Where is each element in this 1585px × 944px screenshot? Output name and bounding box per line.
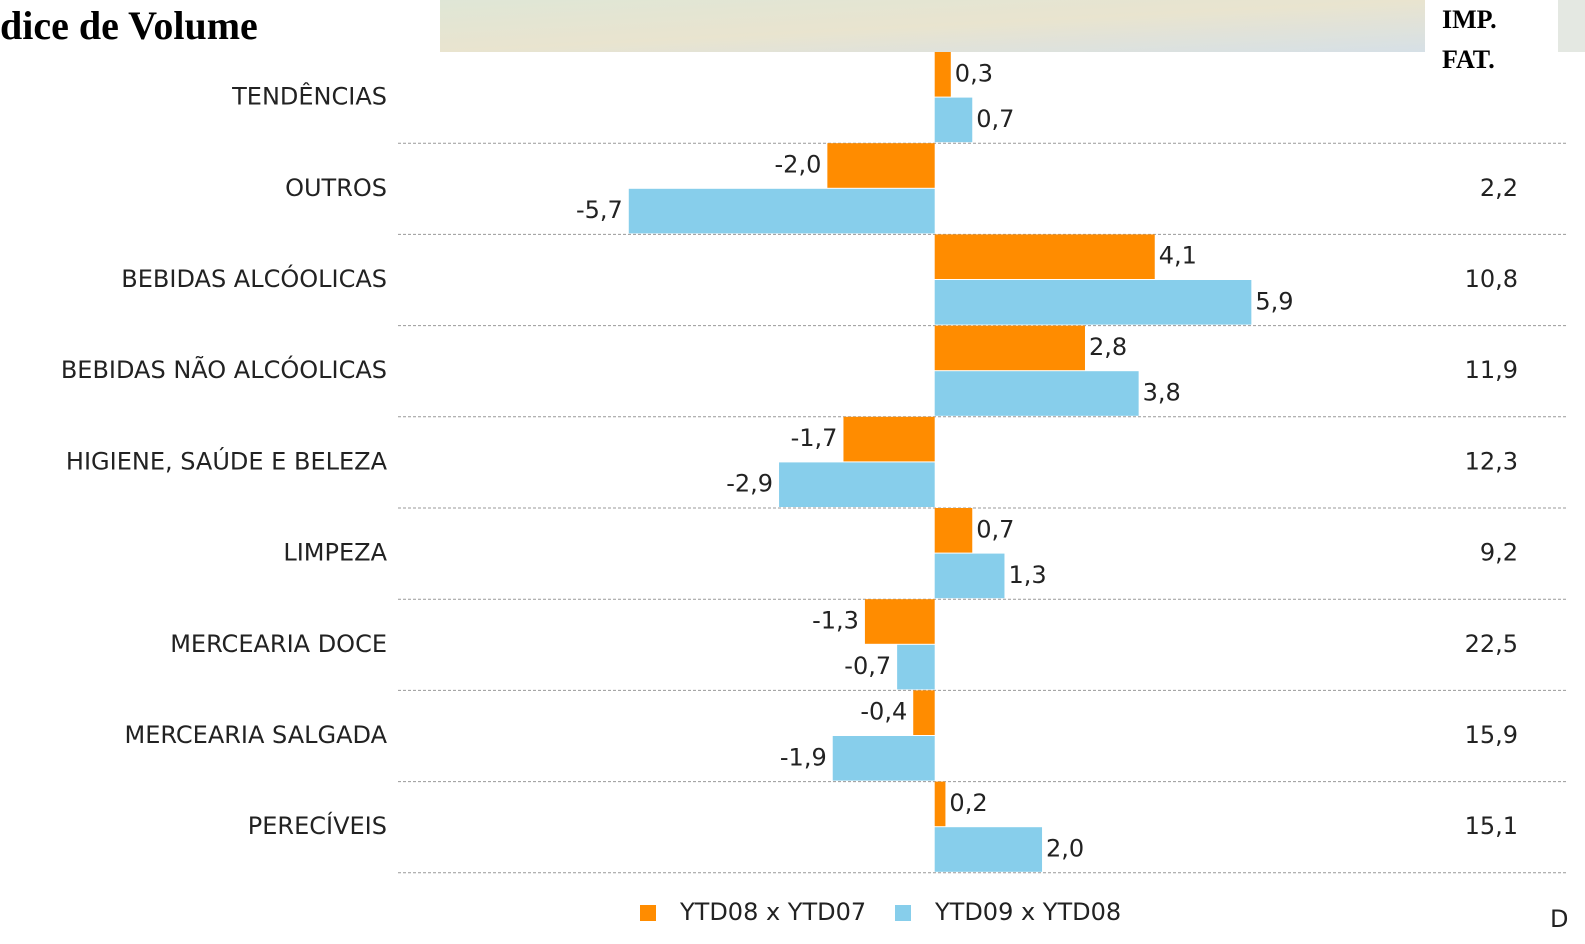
value-label: 0,2 <box>949 789 987 817</box>
bar <box>935 827 1042 872</box>
side-value: 2,2 <box>1480 174 1518 202</box>
bar <box>935 371 1139 416</box>
value-label: -2,0 <box>775 151 822 179</box>
column-header: IMP. <box>1442 5 1497 34</box>
legend-label: YTD09 x YTD08 <box>934 898 1121 926</box>
side-value: 22,5 <box>1465 630 1518 658</box>
legend-swatch <box>640 905 656 921</box>
category-label: OUTROS <box>285 174 387 202</box>
side-value: 15,1 <box>1465 812 1518 840</box>
annotation: D <box>1550 905 1568 933</box>
bar <box>913 690 934 735</box>
legend-swatch <box>895 905 911 921</box>
background-image <box>1558 0 1585 52</box>
bar <box>935 508 973 553</box>
category-label: PERECÍVEIS <box>248 811 387 840</box>
page: dice de Volume IMP. FAT. D TENDÊNCIAS 0,3… <box>0 0 1585 944</box>
chart: dice de Volume IMP. FAT. D TENDÊNCIAS 0,3… <box>0 0 1585 944</box>
side-value: 10,8 <box>1465 265 1518 293</box>
value-label: -5,7 <box>576 196 623 224</box>
column-header: FAT. <box>1442 45 1495 74</box>
bar <box>779 462 935 507</box>
side-value: 12,3 <box>1465 447 1518 475</box>
legend-label: YTD08 x YTD07 <box>679 898 866 926</box>
bar <box>843 417 934 462</box>
bar <box>827 143 934 188</box>
background-image <box>440 0 1425 52</box>
category-label: LIMPEZA <box>283 539 387 567</box>
value-label: 0,3 <box>955 59 993 87</box>
bar <box>935 554 1005 599</box>
category-label: TENDÊNCIAS <box>231 82 387 111</box>
side-value: 15,9 <box>1465 721 1518 749</box>
bar <box>935 326 1085 371</box>
value-label: -2,9 <box>726 470 773 498</box>
value-label: -1,9 <box>780 743 827 771</box>
category-label: BEBIDAS ALCÓOLICAS <box>121 263 387 293</box>
category-label: BEBIDAS NÃO ALCÓOLICAS <box>61 354 387 384</box>
category-label: HIGIENE, SAÚDE E BELEZA <box>66 445 388 475</box>
value-label: 5,9 <box>1255 287 1293 315</box>
value-label: -0,7 <box>844 652 891 680</box>
bar <box>935 98 973 143</box>
side-value: 9,2 <box>1480 539 1518 567</box>
value-label: 0,7 <box>976 515 1014 543</box>
chart-title: dice de Volume <box>0 3 258 48</box>
value-label: 2,8 <box>1089 333 1127 361</box>
category-label: MERCEARIA SALGADA <box>125 721 388 749</box>
bar <box>935 52 951 97</box>
bar <box>629 189 935 234</box>
value-label: -0,4 <box>860 698 907 726</box>
bar <box>935 234 1155 279</box>
bar <box>897 645 935 690</box>
bar <box>935 782 946 827</box>
value-label: 2,0 <box>1046 835 1084 863</box>
value-label: 1,3 <box>1008 561 1046 589</box>
value-label: 3,8 <box>1143 379 1181 407</box>
bar <box>833 736 935 781</box>
bar <box>935 280 1252 325</box>
category-label: MERCEARIA DOCE <box>170 630 387 658</box>
value-label: 4,1 <box>1159 242 1197 270</box>
value-label: 0,7 <box>976 105 1014 133</box>
value-label: -1,3 <box>812 607 859 635</box>
bar <box>865 599 935 644</box>
value-label: -1,7 <box>791 424 838 452</box>
side-value: 11,9 <box>1465 356 1518 384</box>
